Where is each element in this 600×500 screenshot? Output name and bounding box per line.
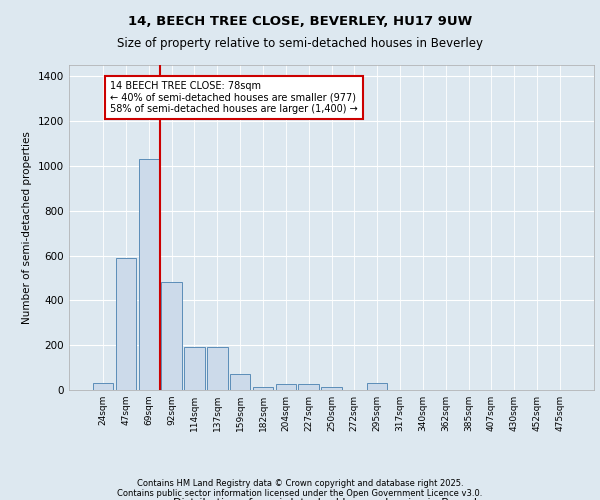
Bar	[275, 384, 296, 390]
Bar	[139, 159, 159, 390]
X-axis label: Distribution of semi-detached houses by size in Beverley: Distribution of semi-detached houses by …	[173, 498, 490, 500]
Bar	[367, 384, 388, 390]
Bar	[116, 258, 136, 390]
Text: 14 BEECH TREE CLOSE: 78sqm
← 40% of semi-detached houses are smaller (977)
58% o: 14 BEECH TREE CLOSE: 78sqm ← 40% of semi…	[110, 80, 358, 114]
Bar	[298, 384, 319, 390]
Bar	[161, 282, 182, 390]
Bar	[321, 386, 342, 390]
Bar	[207, 348, 227, 390]
Bar	[230, 374, 250, 390]
Text: 14, BEECH TREE CLOSE, BEVERLEY, HU17 9UW: 14, BEECH TREE CLOSE, BEVERLEY, HU17 9UW	[128, 15, 472, 28]
Bar	[184, 348, 205, 390]
Bar	[253, 386, 273, 390]
Text: Contains public sector information licensed under the Open Government Licence v3: Contains public sector information licen…	[118, 488, 482, 498]
Y-axis label: Number of semi-detached properties: Number of semi-detached properties	[22, 131, 32, 324]
Text: Contains HM Land Registry data © Crown copyright and database right 2025.: Contains HM Land Registry data © Crown c…	[137, 478, 463, 488]
Text: Size of property relative to semi-detached houses in Beverley: Size of property relative to semi-detach…	[117, 38, 483, 51]
Bar	[93, 384, 113, 390]
